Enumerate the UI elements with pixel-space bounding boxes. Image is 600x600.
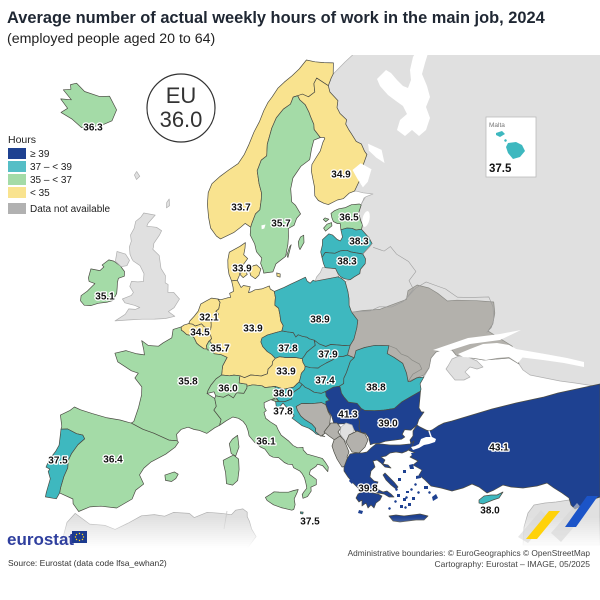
- svg-text:37.8: 37.8: [273, 407, 293, 418]
- svg-text:36.4: 36.4: [103, 455, 123, 466]
- svg-text:Administrative boundaries: © E: Administrative boundaries: © EuroGeograp…: [348, 548, 591, 558]
- svg-text:Data not available: Data not available: [30, 204, 110, 215]
- svg-text:36.0: 36.0: [160, 107, 203, 132]
- svg-text:EU: EU: [166, 83, 197, 108]
- svg-text:37.5: 37.5: [48, 456, 68, 467]
- svg-text:35.8: 35.8: [178, 377, 198, 388]
- svg-text:38.9: 38.9: [310, 315, 330, 326]
- svg-text:37 – < 39: 37 – < 39: [30, 162, 72, 173]
- svg-text:≥ 39: ≥ 39: [30, 149, 50, 160]
- svg-text:33.7: 33.7: [231, 203, 251, 214]
- svg-text:39.8: 39.8: [358, 484, 378, 495]
- svg-text:39.0: 39.0: [378, 419, 398, 430]
- svg-text:Average number of actual weekl: Average number of actual weekly hours of…: [7, 9, 546, 27]
- svg-text:36.3: 36.3: [83, 123, 103, 134]
- svg-text:41.3: 41.3: [338, 410, 358, 421]
- svg-text:Malta: Malta: [489, 122, 505, 129]
- svg-text:35 – < 37: 35 – < 37: [30, 175, 72, 186]
- svg-text:38.3: 38.3: [349, 237, 369, 248]
- svg-text:Cartography: Eurostat – IMAGE,: Cartography: Eurostat – IMAGE, 05/2025: [435, 559, 591, 569]
- svg-text:37.8: 37.8: [278, 344, 298, 355]
- svg-text:eurostat: eurostat: [7, 530, 74, 549]
- svg-text:38.3: 38.3: [337, 257, 357, 268]
- svg-text:33.9: 33.9: [243, 324, 263, 335]
- svg-text:35.7: 35.7: [271, 219, 291, 230]
- svg-text:35.1: 35.1: [95, 292, 115, 303]
- svg-text:38.0: 38.0: [273, 389, 293, 400]
- svg-text:43.1: 43.1: [489, 443, 509, 454]
- svg-text:37.5: 37.5: [300, 517, 320, 528]
- svg-text:32.1: 32.1: [199, 313, 219, 324]
- svg-text:34.9: 34.9: [331, 170, 351, 181]
- svg-text:(employed people aged 20 to 64: (employed people aged 20 to 64): [7, 31, 215, 47]
- svg-text:38.0: 38.0: [480, 506, 500, 517]
- svg-text:36.0: 36.0: [218, 384, 238, 395]
- svg-text:Hours: Hours: [8, 134, 36, 146]
- svg-text:37.9: 37.9: [318, 350, 338, 361]
- svg-text:34.5: 34.5: [190, 328, 210, 339]
- svg-text:33.9: 33.9: [232, 264, 252, 275]
- svg-text:37.5: 37.5: [489, 163, 512, 175]
- svg-text:< 35: < 35: [30, 188, 50, 199]
- svg-text:33.9: 33.9: [276, 367, 296, 378]
- svg-text:36.5: 36.5: [339, 213, 359, 224]
- svg-text:38.8: 38.8: [366, 383, 386, 394]
- svg-text:Source: Eurostat (data code lf: Source: Eurostat (data code lfsa_ewhan2): [8, 558, 167, 568]
- svg-text:35.7: 35.7: [210, 344, 230, 355]
- svg-text:37.4: 37.4: [315, 376, 335, 387]
- svg-text:36.1: 36.1: [256, 437, 276, 448]
